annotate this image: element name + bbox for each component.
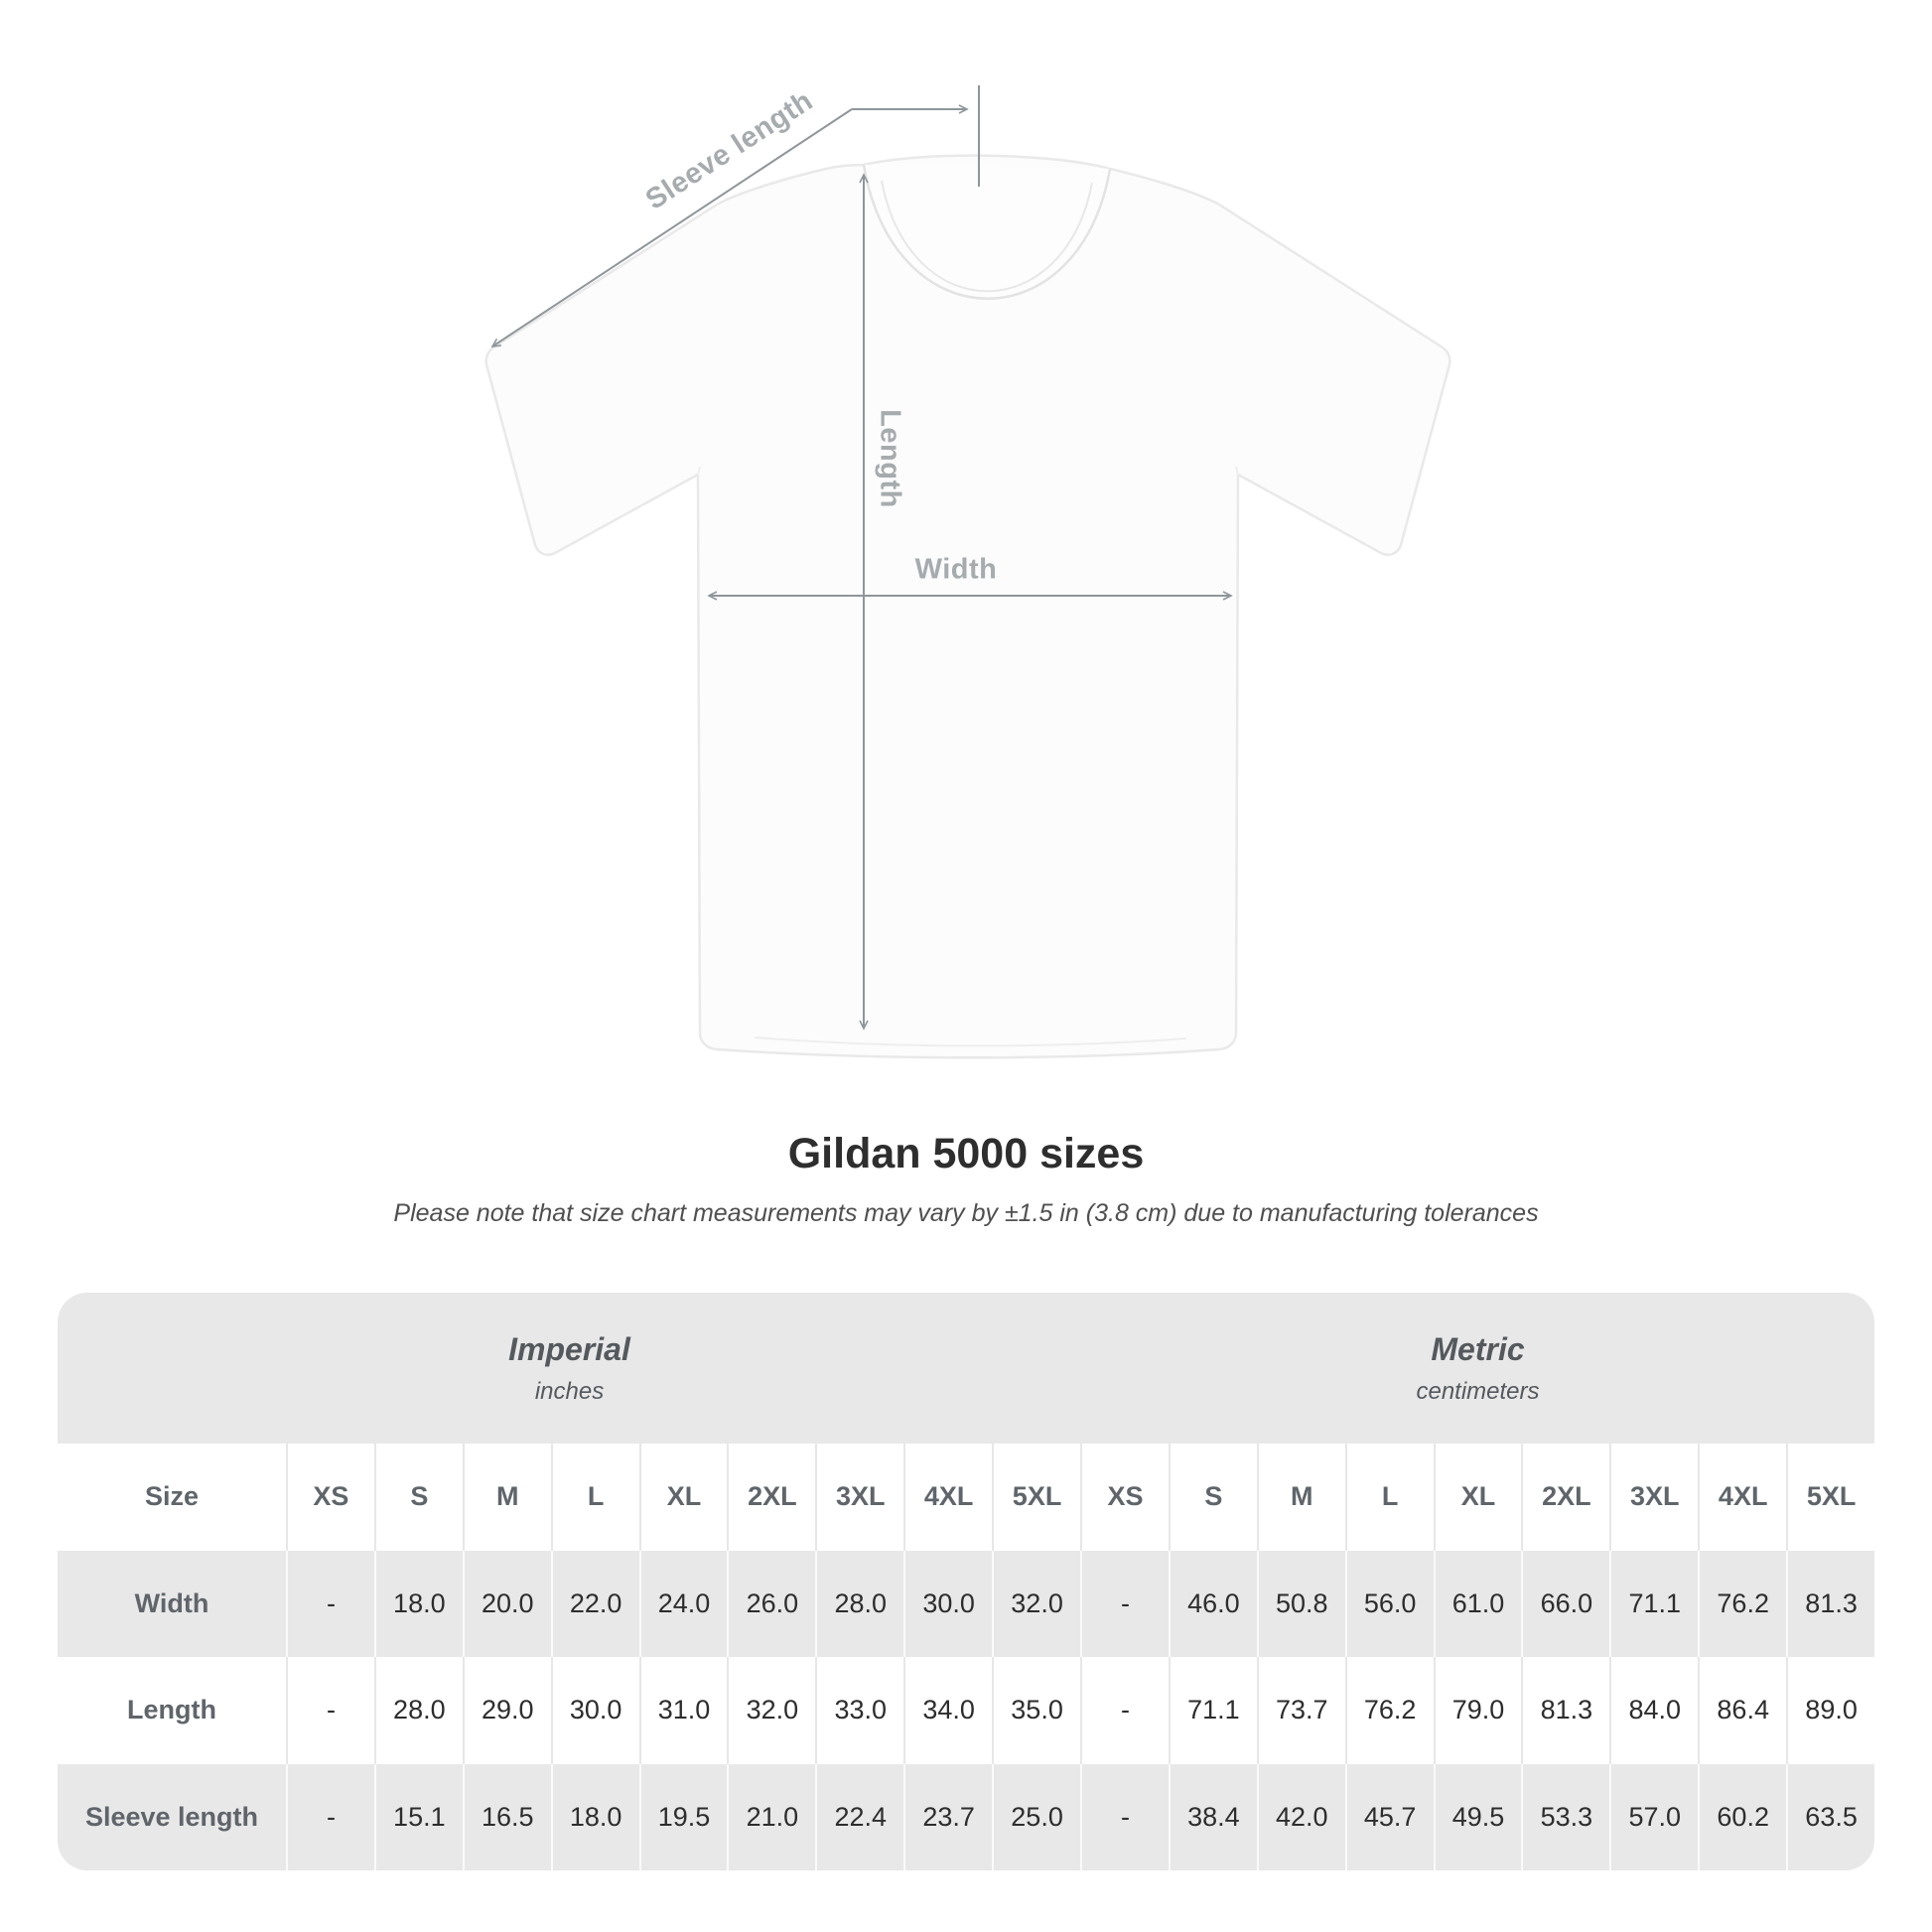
table-cell: 73.7 bbox=[1256, 1657, 1345, 1764]
table-cell: 19.5 bbox=[638, 1763, 728, 1870]
table-cell: 32.0 bbox=[992, 1550, 1080, 1657]
table-cell: 21.0 bbox=[727, 1763, 815, 1870]
table-cell: 26.0 bbox=[727, 1550, 815, 1657]
table-cell: 79.0 bbox=[1433, 1657, 1522, 1764]
size-col-header: S bbox=[1168, 1444, 1257, 1551]
table-cell: 76.2 bbox=[1344, 1657, 1434, 1764]
metric-unit: centimeters bbox=[1416, 1377, 1540, 1405]
page-subtitle: Please note that size chart measurements… bbox=[393, 1199, 1539, 1227]
table-cell: 76.2 bbox=[1698, 1550, 1786, 1657]
table-cell: 18.0 bbox=[373, 1550, 463, 1657]
size-col-header: L bbox=[550, 1444, 639, 1551]
size-col-header: 2XL bbox=[727, 1444, 815, 1551]
table-cell: 28.0 bbox=[373, 1657, 463, 1764]
table-cell: 89.0 bbox=[1786, 1657, 1874, 1764]
size-header: Size bbox=[144, 1481, 200, 1512]
tshirt-graphic bbox=[484, 85, 1451, 1059]
row-label: Length bbox=[127, 1695, 216, 1725]
table-cell: 42.0 bbox=[1256, 1763, 1345, 1870]
size-col-header: 5XL bbox=[992, 1444, 1080, 1551]
table-cell: 32.0 bbox=[727, 1657, 815, 1764]
tshirt-illustration: Sleeve length Length Width bbox=[484, 84, 1451, 1059]
table-cell: 22.4 bbox=[815, 1763, 903, 1870]
size-header-row: Size XS S M L XL 2XL 3XL 4XL 5XL XS S M … bbox=[58, 1444, 1874, 1551]
table-cell: 49.5 bbox=[1433, 1763, 1522, 1870]
table-cell: 86.4 bbox=[1698, 1657, 1786, 1764]
table-cell: - bbox=[286, 1550, 374, 1657]
collar-ribbing bbox=[881, 180, 1093, 293]
table-cell: 56.0 bbox=[1344, 1550, 1434, 1657]
table-cell: 45.7 bbox=[1344, 1763, 1434, 1870]
metric-header: Metric centimeters bbox=[1081, 1293, 1874, 1444]
table-cell: 66.0 bbox=[1521, 1550, 1609, 1657]
table-cell: 38.4 bbox=[1168, 1763, 1257, 1870]
table-cell: 84.0 bbox=[1609, 1657, 1698, 1764]
size-col-header: 2XL bbox=[1521, 1444, 1609, 1551]
table-cell: 33.0 bbox=[815, 1657, 903, 1764]
table-cell: 25.0 bbox=[992, 1763, 1080, 1870]
table-cell: 28.0 bbox=[815, 1550, 903, 1657]
tshirt-body bbox=[484, 154, 1451, 1059]
size-col-header: 4XL bbox=[903, 1444, 992, 1551]
table-cell: 18.0 bbox=[550, 1763, 639, 1870]
table-cell: - bbox=[1080, 1657, 1169, 1764]
table-row-length: Length - 28.0 29.0 30.0 31.0 32.0 33.0 3… bbox=[58, 1657, 1874, 1764]
size-col-header: XL bbox=[1433, 1444, 1522, 1551]
table-cell: 20.0 bbox=[462, 1550, 551, 1657]
table-cell: 50.8 bbox=[1256, 1550, 1345, 1657]
table-cell: 71.1 bbox=[1609, 1550, 1698, 1657]
table-cell: 53.3 bbox=[1521, 1763, 1609, 1870]
row-label: Width bbox=[134, 1587, 209, 1618]
imperial-title: Imperial bbox=[508, 1330, 630, 1367]
table-cell: - bbox=[286, 1657, 374, 1764]
size-col-header: 4XL bbox=[1698, 1444, 1786, 1551]
size-table: Imperial inches Metric centimeters Size … bbox=[58, 1293, 1874, 1870]
size-col-header: 3XL bbox=[815, 1444, 903, 1551]
table-cell: 57.0 bbox=[1609, 1763, 1698, 1870]
table-cell: 71.1 bbox=[1168, 1657, 1257, 1764]
page-title: Gildan 5000 sizes bbox=[787, 1130, 1145, 1177]
size-col-header: 3XL bbox=[1609, 1444, 1698, 1551]
size-col-header: 5XL bbox=[1786, 1444, 1874, 1551]
table-cell: - bbox=[1080, 1763, 1169, 1870]
metric-title: Metric bbox=[1431, 1330, 1525, 1367]
table-cell: 61.0 bbox=[1433, 1550, 1522, 1657]
table-row-width: Width - 18.0 20.0 22.0 24.0 26.0 28.0 30… bbox=[58, 1550, 1874, 1657]
length-label: Length bbox=[874, 409, 906, 508]
table-row-sleeve-length: Sleeve length - 15.1 16.5 18.0 19.5 21.0… bbox=[58, 1763, 1874, 1870]
measurement-arrows bbox=[490, 85, 1233, 1031]
unit-header-band: Imperial inches Metric centimeters bbox=[58, 1293, 1874, 1444]
table-cell: 22.0 bbox=[550, 1550, 639, 1657]
sleeve-length-arrow bbox=[490, 108, 853, 347]
size-col-header: XS bbox=[1080, 1444, 1169, 1551]
size-col-header: XS bbox=[286, 1444, 374, 1551]
table-cell: 30.0 bbox=[903, 1550, 992, 1657]
table-cell: 81.3 bbox=[1786, 1550, 1874, 1657]
size-col-header: L bbox=[1344, 1444, 1434, 1551]
row-label: Sleeve length bbox=[84, 1801, 259, 1832]
size-col-header: M bbox=[1256, 1444, 1345, 1551]
table-cell: 34.0 bbox=[903, 1657, 992, 1764]
imperial-unit: inches bbox=[534, 1377, 605, 1405]
table-cell: 81.3 bbox=[1521, 1657, 1609, 1764]
table-cell: 24.0 bbox=[638, 1550, 728, 1657]
table-cell: 60.2 bbox=[1698, 1763, 1786, 1870]
size-col-header: S bbox=[373, 1444, 463, 1551]
table-cell: 46.0 bbox=[1168, 1550, 1257, 1657]
imperial-header: Imperial inches bbox=[58, 1293, 1081, 1444]
table-cell: 31.0 bbox=[638, 1657, 728, 1764]
table-cell: 63.5 bbox=[1786, 1763, 1874, 1870]
table-cell: 35.0 bbox=[992, 1657, 1080, 1764]
table-cell: 23.7 bbox=[903, 1763, 992, 1870]
table-cell: 30.0 bbox=[550, 1657, 639, 1764]
size-col-header: XL bbox=[638, 1444, 728, 1551]
table-cell: - bbox=[1080, 1550, 1169, 1657]
width-label: Width bbox=[914, 553, 998, 586]
table-cell: 29.0 bbox=[462, 1657, 551, 1764]
size-col-header: M bbox=[462, 1444, 551, 1551]
table-cell: 15.1 bbox=[373, 1763, 463, 1870]
table-cell: 16.5 bbox=[462, 1763, 551, 1870]
table-cell: - bbox=[286, 1763, 374, 1870]
